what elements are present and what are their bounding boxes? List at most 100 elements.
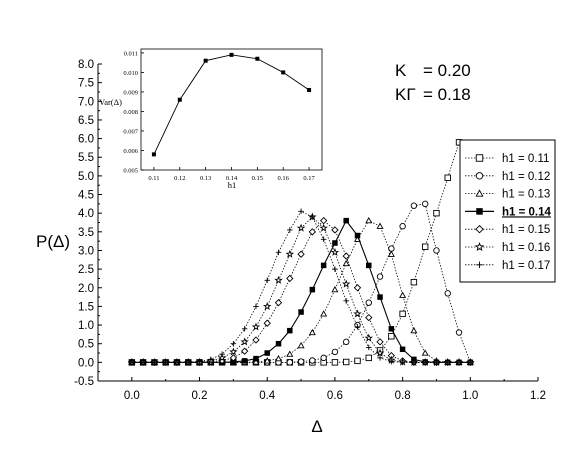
data-point — [264, 303, 270, 309]
data-point — [343, 359, 349, 365]
inset-y-tick-label: 0.009 — [123, 89, 138, 96]
data-point — [377, 294, 383, 300]
inset-data-point — [281, 70, 285, 74]
legend-label: h1 = 0.14 — [502, 206, 552, 218]
data-point — [332, 360, 338, 366]
inset-x-axis-title: h1 — [228, 180, 237, 190]
data-point — [276, 356, 282, 361]
legend-label: h1 = 0.15 — [502, 224, 550, 236]
data-point — [287, 360, 293, 366]
legend-label: h1 = 0.13 — [502, 189, 550, 201]
data-point — [298, 359, 304, 365]
data-point — [287, 275, 293, 281]
data-point — [275, 277, 281, 283]
series-h1-0-13 — [129, 218, 473, 365]
k-gamma-value: = 0.18 — [423, 85, 471, 104]
data-point — [253, 356, 259, 362]
data-point — [400, 223, 406, 229]
inset-data-point — [204, 59, 208, 63]
inset-frame — [141, 49, 322, 170]
y-tick-label: -0.5 — [74, 376, 94, 388]
data-point — [366, 315, 372, 321]
data-point — [310, 330, 316, 335]
data-point — [377, 223, 383, 228]
data-point — [287, 251, 293, 257]
data-point — [377, 339, 383, 345]
inset-data-point — [255, 57, 259, 61]
data-point — [275, 300, 281, 306]
data-point — [276, 341, 282, 347]
x-axis-title: Δ — [311, 417, 322, 436]
data-point — [411, 203, 417, 209]
data-point — [321, 237, 327, 243]
x-tick-label: 0.6 — [327, 390, 343, 402]
data-point — [298, 343, 304, 348]
inset-y-tick-label: 0.006 — [123, 148, 138, 155]
y-tick-label: 7.0 — [78, 96, 94, 108]
data-point — [366, 263, 372, 269]
data-point — [343, 339, 349, 345]
data-point — [230, 349, 236, 355]
data-point — [355, 358, 361, 364]
data-point — [354, 311, 360, 317]
data-point — [377, 274, 383, 280]
data-point — [332, 249, 338, 255]
k-value: = 0.20 — [423, 61, 471, 80]
data-point — [253, 337, 259, 343]
data-point — [400, 311, 406, 317]
y-tick-label: 6.5 — [78, 115, 94, 127]
data-point — [422, 201, 428, 207]
legend-label: h1 = 0.16 — [502, 242, 550, 254]
legend-label: h1 = 0.11 — [502, 153, 549, 165]
y-tick-label: 4.5 — [78, 190, 94, 202]
data-point — [287, 351, 293, 356]
data-point — [332, 349, 338, 355]
data-point — [366, 300, 372, 306]
x-tick-label: 1.0 — [462, 390, 478, 402]
data-point — [310, 287, 316, 293]
data-point — [242, 339, 248, 345]
inset-x-tick-label: 0.13 — [200, 175, 211, 182]
data-point — [264, 320, 270, 326]
y-axis-title: P(Δ) — [36, 232, 70, 251]
data-point — [231, 341, 237, 347]
data-point — [332, 240, 338, 246]
data-point — [434, 210, 440, 216]
x-tick-label: 0.4 — [259, 390, 276, 402]
y-tick-label: 5.0 — [78, 171, 94, 183]
data-point — [287, 227, 293, 233]
data-point — [276, 250, 282, 256]
data-point — [445, 291, 451, 297]
y-tick-label: 5.5 — [78, 152, 94, 164]
k-gamma-label: KΓ — [395, 85, 416, 104]
series-line — [132, 217, 470, 362]
y-tick-label: 0.5 — [78, 339, 94, 351]
x-tick-label: 1.2 — [530, 390, 546, 402]
inset-data-point — [178, 98, 182, 102]
data-point — [242, 358, 248, 364]
data-point — [366, 355, 372, 361]
data-point — [343, 261, 349, 266]
data-point — [264, 278, 270, 284]
series-line — [132, 211, 470, 362]
data-point — [434, 248, 440, 254]
y-tick-label: 3.5 — [78, 227, 94, 239]
y-tick-label: 1.5 — [78, 301, 94, 313]
inset-y-tick-label: 0.005 — [123, 168, 138, 175]
y-tick-label: 2.0 — [78, 283, 94, 295]
inset-data-point — [307, 88, 311, 92]
data-point — [253, 304, 258, 310]
data-point — [321, 263, 327, 269]
data-point — [366, 218, 372, 223]
legend-marker — [476, 155, 483, 162]
data-point — [343, 298, 349, 304]
data-point — [343, 218, 349, 224]
legend-label: h1 = 0.17 — [502, 260, 550, 272]
data-point — [321, 225, 327, 231]
data-point — [354, 285, 360, 291]
series-line — [132, 221, 470, 363]
data-point — [298, 251, 304, 257]
parameter-annotations: K = 0.20 KΓ = 0.18 — [395, 61, 471, 104]
y-tick-label: 6.0 — [78, 134, 94, 146]
data-point — [287, 328, 293, 334]
